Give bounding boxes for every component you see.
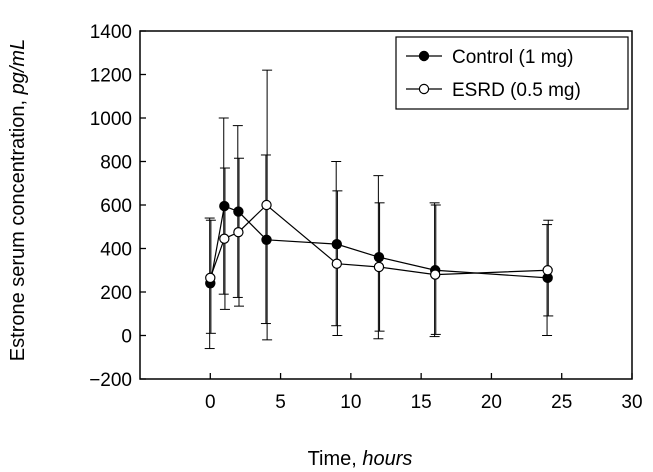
axis-ticks: −200 0 200 400 600 800 1000 1200 1400 0 5 10 15 20 25 3…	[89, 22, 642, 413]
y-axis-title: Estrone serum concentration, pg/mL	[7, 39, 29, 361]
legend: Control (1 mg) ESRD (0.5 mg)	[395, 36, 629, 110]
x-tick-label: 20	[481, 392, 502, 413]
legend-label: ESRD (0.5 mg)	[452, 80, 581, 101]
data-point-esrd	[261, 199, 272, 211]
data-point-control	[233, 206, 244, 217]
data-point-esrd	[205, 272, 216, 284]
plot-area-frame	[139, 30, 633, 380]
y-tick-label: 1200	[90, 66, 132, 87]
y-tick-label: 400	[100, 240, 132, 261]
y-tick-label: 200	[100, 283, 132, 304]
data-point-control	[261, 234, 272, 245]
y-tick-label: 1000	[90, 109, 132, 130]
y-axis-unit: pg/mL	[7, 39, 29, 96]
data-point-esrd	[542, 265, 553, 276]
data-point-esrd	[233, 226, 244, 238]
legend-item: ESRD (0.5 mg)	[406, 80, 581, 101]
legend-marker	[418, 83, 430, 95]
x-axis-unit: hours	[362, 448, 412, 470]
data-point-control	[373, 252, 385, 263]
y-axis-label: Estrone serum concentration,	[7, 100, 29, 361]
data-point-esrd	[331, 258, 342, 269]
x-axis-title: Time, hours	[308, 448, 413, 470]
y-tick-label: 0	[121, 327, 132, 348]
x-tick-label: 10	[340, 392, 361, 413]
y-tick-label: 1400	[90, 22, 132, 43]
x-tick-label: 25	[551, 392, 572, 413]
x-tick-label: 30	[621, 392, 642, 413]
data-point-esrd	[219, 233, 230, 244]
error-bars	[204, 69, 554, 350]
legend-item: Control (1 mg)	[406, 47, 573, 68]
x-tick-label: 15	[411, 392, 432, 413]
x-tick-label: 0	[205, 392, 216, 413]
y-tick-label: 800	[100, 153, 132, 174]
data-point-esrd	[430, 269, 441, 280]
y-tick-label: −200	[89, 370, 132, 391]
x-tick-label: 5	[275, 392, 286, 413]
data-point-esrd	[373, 261, 385, 273]
legend-box	[395, 36, 629, 110]
data-point-control	[219, 200, 230, 212]
y-tick-label: 600	[100, 196, 132, 217]
legend-marker	[418, 50, 430, 62]
series-markers	[205, 199, 553, 289]
legend-label: Control (1 mg)	[452, 47, 573, 68]
data-point-control	[331, 238, 342, 250]
x-axis-label: Time,	[308, 448, 357, 470]
